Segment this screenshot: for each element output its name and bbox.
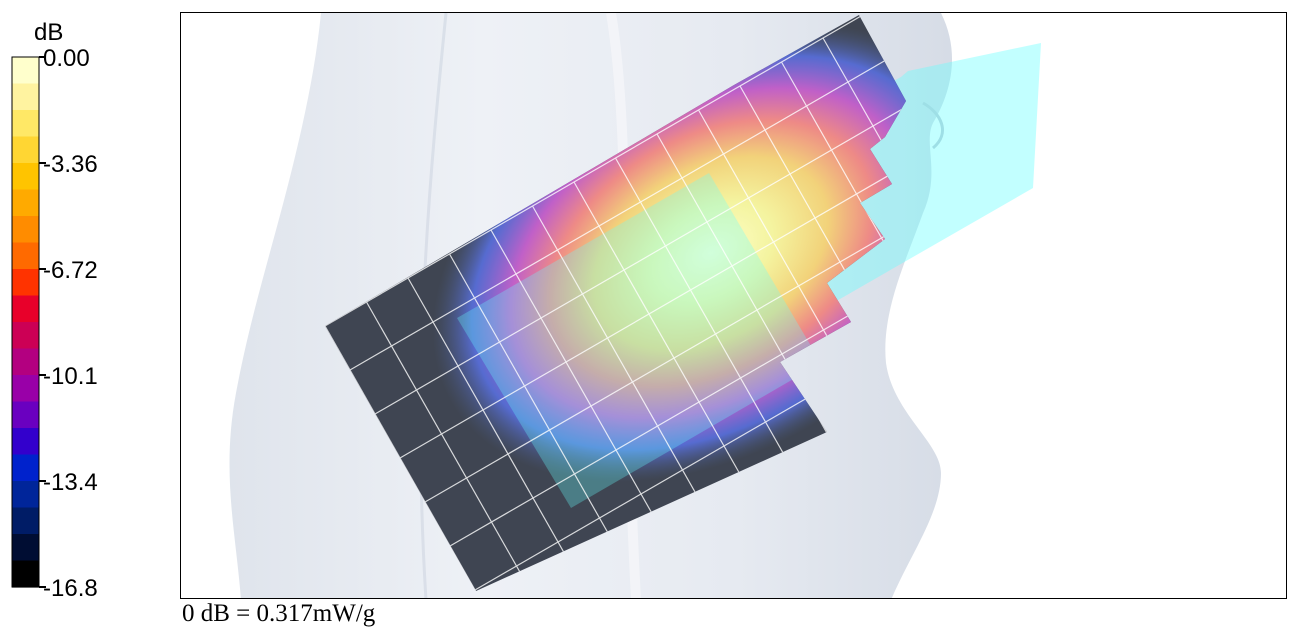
color-scale-segment	[12, 507, 39, 535]
grid-line	[614, 157, 792, 467]
grid-line	[365, 301, 543, 591]
grid-line	[474, 253, 906, 591]
grid-line	[424, 165, 906, 503]
legend-tick-label: -3.36	[43, 151, 98, 178]
grid-line	[822, 37, 906, 347]
color-scale-bar	[11, 56, 40, 588]
grid-line	[349, 33, 906, 371]
color-scale-segment	[12, 189, 39, 217]
color-scale-segment	[12, 136, 39, 164]
grid-line	[490, 229, 667, 539]
color-scale-segment	[12, 83, 39, 111]
color-scale-segment	[12, 560, 39, 588]
color-scale-segment	[12, 481, 39, 509]
color-scale-segment	[12, 163, 39, 191]
legend-tick-label: -16.8	[43, 575, 98, 600]
color-scale-segment	[12, 534, 39, 562]
color-scale-segment	[12, 322, 39, 350]
color-scale-segment	[12, 428, 39, 456]
color-scale-segment	[12, 295, 39, 323]
legend-tick-label: -13.4	[43, 469, 98, 496]
color-scale-outline	[11, 56, 40, 588]
color-scale-segment	[12, 269, 39, 297]
grid-line	[374, 77, 906, 415]
legend-unit: dB	[34, 19, 63, 46]
reference-level-text: 0 dB = 0.317mW/g	[182, 600, 376, 627]
color-scale-segment	[12, 242, 39, 270]
sar-scan-viewport	[180, 12, 1287, 599]
grid-line	[407, 277, 584, 587]
legend-tick-label: -10.1	[43, 363, 98, 390]
legend-tick-label: -6.72	[43, 257, 98, 284]
grid-line	[325, 15, 906, 327]
color-scale-segment	[12, 348, 39, 376]
grid-line	[449, 209, 906, 547]
sar-scene	[229, 13, 1041, 598]
color-scale-ticks: 0.00 -3.36 -6.72 -10.1 -13.4 -16.8	[39, 45, 98, 600]
grid-line	[531, 205, 709, 515]
grid-line	[399, 121, 906, 459]
color-scale-segment	[12, 454, 39, 482]
grid-line	[573, 181, 750, 491]
color-scale-segment	[12, 57, 39, 85]
grid-line	[780, 61, 906, 371]
legend-tick-label: 0.00	[43, 45, 90, 72]
color-scale-segment	[12, 110, 39, 138]
color-scale-segment	[12, 401, 39, 429]
grid-line	[448, 253, 626, 563]
color-scale-segment	[12, 375, 39, 403]
color-scale-legend: dB 0.00 -3.36 -6.72 -10.1 -13.4 -16.8	[11, 19, 98, 600]
color-scale-segment	[12, 216, 39, 244]
